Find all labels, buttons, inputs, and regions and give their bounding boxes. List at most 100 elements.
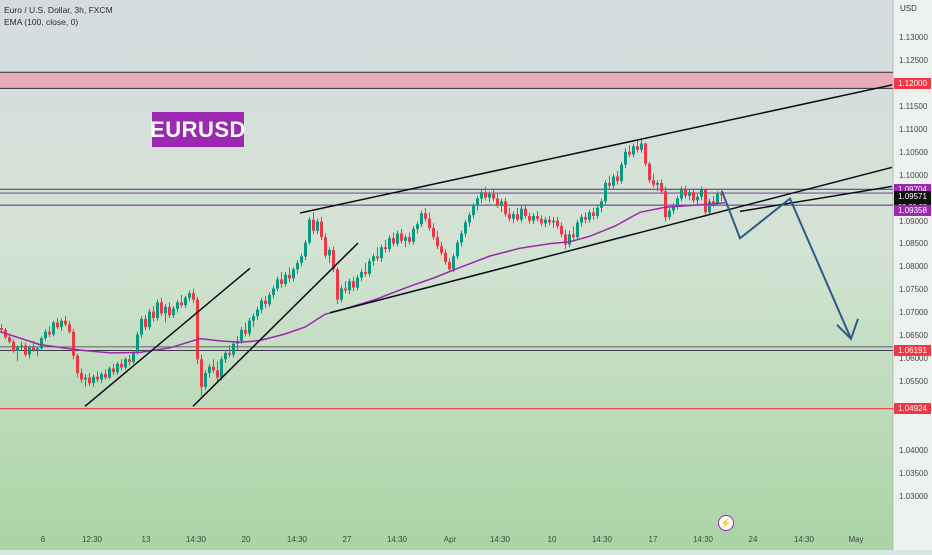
candle-body [716, 193, 719, 204]
candle-body [160, 302, 163, 314]
candle-body [344, 288, 347, 291]
candle-body [328, 249, 331, 256]
trendline-channel-upper [299, 84, 893, 214]
candle-body [16, 347, 19, 352]
candle-body [268, 294, 271, 305]
ema-line [0, 201, 726, 354]
candle-body [508, 214, 511, 219]
candle-body [68, 324, 71, 332]
candle-body [688, 192, 691, 196]
candle-body [452, 256, 455, 270]
candle-body [276, 279, 279, 289]
lightning-icon[interactable]: ⚡ [718, 515, 734, 531]
candle-body [440, 246, 443, 253]
legend-ema: EMA (100, close, 0) [4, 17, 79, 27]
y-tick-label: 1.03000 [899, 492, 928, 502]
y-tick-label: 1.10000 [899, 170, 928, 180]
candle-body [292, 269, 295, 279]
candle-body [596, 207, 599, 217]
candle-body [444, 252, 447, 262]
y-tick-label: 1.10500 [899, 147, 928, 157]
candle-body [188, 293, 191, 298]
candle-body [44, 331, 47, 339]
candle-body [196, 299, 199, 360]
candle-body [228, 352, 231, 355]
candle-body [408, 237, 411, 242]
candle-body [28, 347, 31, 355]
candle-body [400, 233, 403, 241]
candle-body [108, 368, 111, 378]
candle-body [424, 213, 427, 219]
candle-body [460, 233, 463, 243]
candle-body [568, 234, 571, 245]
candle-body [124, 359, 127, 368]
x-tick-label: 14:30 [591, 535, 613, 544]
candle-body [152, 311, 155, 318]
candle-body [352, 281, 355, 288]
candle-body [704, 189, 707, 213]
x-tick-label: 27 [342, 535, 352, 544]
candle-body [148, 311, 151, 328]
candle-body [700, 189, 703, 197]
candle-body [484, 192, 487, 198]
candle-body [720, 193, 723, 196]
candle-body [72, 331, 75, 356]
price-axis-background [893, 0, 932, 550]
x-tick-label: 13 [141, 535, 151, 544]
x-tick-label: 17 [648, 535, 658, 544]
candle-body [652, 180, 655, 185]
candle-body [208, 366, 211, 374]
x-tick-label: 24 [748, 535, 758, 544]
candle-body [40, 338, 43, 349]
candle-body [348, 281, 351, 291]
candle-body [636, 146, 639, 150]
candle-body [244, 329, 247, 334]
candle-body [192, 293, 195, 300]
candle-body [116, 363, 119, 373]
candle-body [412, 228, 415, 242]
x-tick-label: 14:30 [286, 535, 308, 544]
candle-body [12, 341, 15, 352]
price-label: 1.09358 [894, 204, 931, 216]
candle-body [168, 306, 171, 316]
candle-body [504, 201, 507, 215]
candle-body [680, 189, 683, 199]
candle-body [172, 308, 175, 316]
candle-body [496, 198, 499, 205]
candle-body [420, 213, 423, 225]
trendline-channel-lower [329, 166, 893, 314]
y-tick-label: 1.04000 [899, 446, 928, 456]
candle-body [204, 373, 207, 387]
plot-background [0, 0, 893, 550]
candle-body [432, 227, 435, 238]
candle-body [644, 143, 647, 164]
candle-body [316, 221, 319, 231]
candle-body [384, 247, 387, 250]
candle-body [332, 249, 335, 270]
candle-body [672, 206, 675, 211]
candle-body [180, 302, 183, 306]
y-tick-label: 1.05500 [899, 377, 928, 387]
candle-body [240, 329, 243, 341]
x-tick-label: 6 [40, 535, 46, 544]
candle-body [340, 288, 343, 300]
y-tick-label: 1.11500 [899, 101, 928, 111]
y-tick-label: 1.13000 [899, 32, 928, 42]
candle-body [224, 352, 227, 360]
candle-body [532, 216, 535, 221]
candle-body [220, 359, 223, 378]
y-tick-label: 1.03500 [899, 469, 928, 479]
candle-body [608, 182, 611, 186]
candle-body [616, 176, 619, 182]
candle-body [396, 233, 399, 244]
candle-body [364, 272, 367, 274]
candle-body [428, 218, 431, 228]
price-label: 1.12000 [894, 78, 931, 90]
candle-body [388, 238, 391, 250]
candle-body [516, 214, 519, 220]
candle-body [456, 242, 459, 257]
candle-body [448, 261, 451, 270]
candle-body [592, 212, 595, 217]
